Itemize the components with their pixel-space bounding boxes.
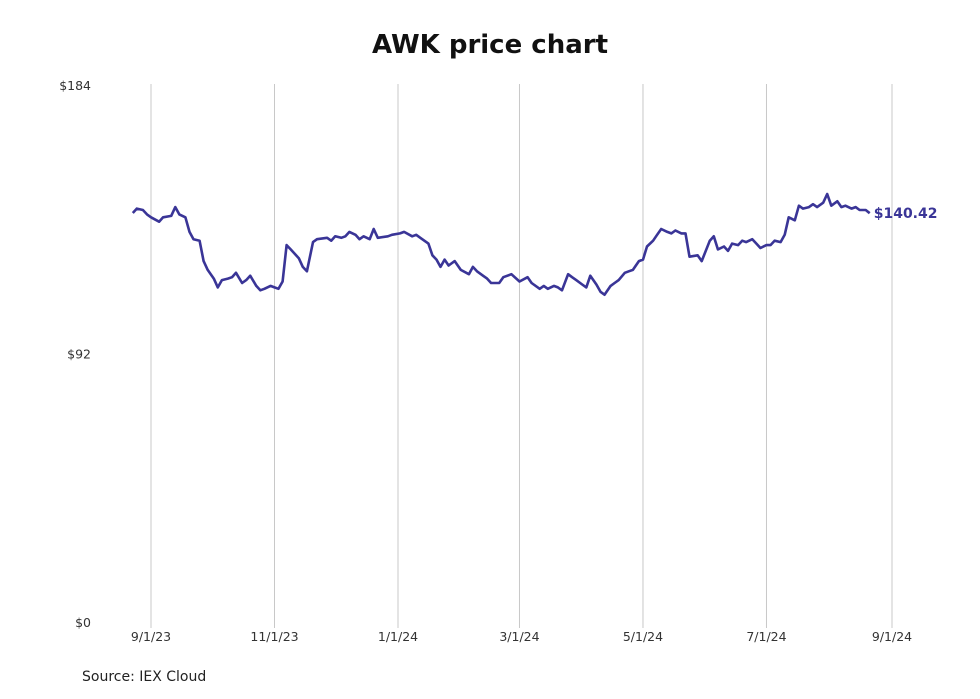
x-tick-label: 5/1/24 [623, 629, 663, 644]
source-note: Source: IEX Cloud [82, 669, 207, 685]
y-tick-label: $92 [67, 347, 91, 362]
x-tick-label: 9/1/23 [131, 629, 171, 644]
chart-title: AWK price chart [372, 30, 608, 60]
x-tick-label: 11/1/23 [250, 629, 298, 644]
x-axis-ticks: 9/1/23 11/1/23 1/1/24 3/1/24 5/1/24 7/1/24 9/1… [131, 629, 912, 644]
x-tick-label: 1/1/24 [378, 629, 418, 644]
price-line [131, 192, 871, 296]
y-axis-ticks: $0 $92 $184 [59, 78, 91, 630]
x-tick-label: 9/1/24 [872, 629, 912, 644]
y-tick-label: $184 [59, 78, 91, 93]
x-tick-label: 3/1/24 [499, 629, 539, 644]
y-tick-label: $0 [75, 615, 91, 630]
series-layer: $140.42 [131, 192, 938, 296]
x-tick-label: 7/1/24 [746, 629, 786, 644]
gridlines [150, 84, 893, 628]
last-price-label: $140.42 [874, 206, 938, 222]
